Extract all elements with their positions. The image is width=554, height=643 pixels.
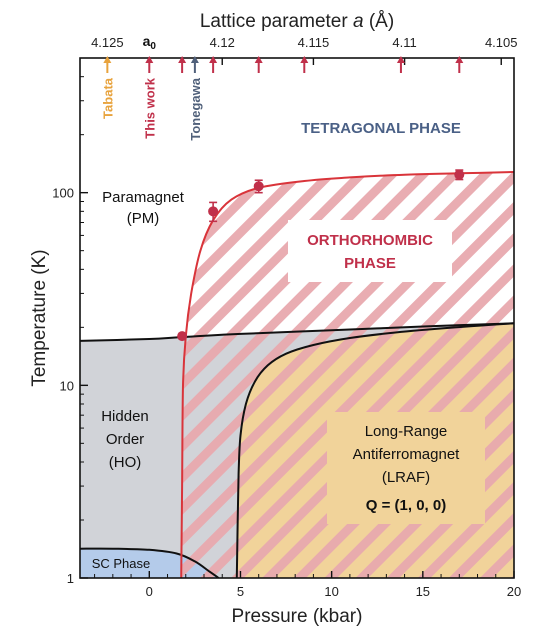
hidden-order-label-2: Order xyxy=(106,431,144,448)
data-point xyxy=(177,331,188,342)
x-tick-label: 10 xyxy=(324,584,338,599)
top-tick-label: 4.105 xyxy=(485,35,518,50)
arrow-label: This work xyxy=(142,77,157,138)
lraf-label-4: Q = (1, 0, 0) xyxy=(366,497,446,514)
top-tick-label: 4.11 xyxy=(392,35,416,50)
hidden-order-label-3: (HO) xyxy=(109,454,142,471)
orthorhombic-label-1: ORTHORHOMBIC xyxy=(307,232,433,249)
x-tick-label: 0 xyxy=(146,584,153,599)
y-tick-label: 10 xyxy=(60,378,74,393)
marker-arrow-head xyxy=(300,56,309,63)
marker-arrow-head xyxy=(254,56,263,63)
data-point xyxy=(208,206,219,217)
sc-phase-label: SC Phase xyxy=(92,556,151,571)
x-tick-label: 5 xyxy=(237,584,244,599)
orthorhombic-label-box xyxy=(288,220,452,282)
phase-boundaries xyxy=(80,169,514,578)
marker-arrow-head xyxy=(209,56,218,63)
lraf-label-2: Antiferromagnet xyxy=(353,446,461,463)
paramagnet-label-2: (PM) xyxy=(127,210,160,227)
orthorhombic-boundary-line xyxy=(180,171,514,578)
top-axis-ticks: 4.125 4.12 4.115 4.11 4.105 xyxy=(91,35,518,65)
sc-boundary-line xyxy=(80,547,220,578)
x-axis-ticks: 0 5 10 15 20 xyxy=(94,571,521,599)
y-axis-label: Temperature (K) xyxy=(29,249,50,386)
y-tick-label: 100 xyxy=(52,186,74,201)
data-point xyxy=(253,181,264,192)
top-tick-label: 4.125 xyxy=(91,35,124,50)
marker-arrow-head xyxy=(455,56,464,63)
lattice-marker-arrows xyxy=(103,56,464,73)
arrow-label: Tonegawa xyxy=(188,77,203,140)
tetragonal-label: TETRAGONAL PHASE xyxy=(301,120,461,137)
lraf-label-3: (LRAF) xyxy=(382,469,430,486)
x-tick-label: 20 xyxy=(507,584,521,599)
plot-frame xyxy=(79,57,515,579)
y-axis-ticks: 1 10 100 xyxy=(52,57,88,586)
marker-arrow-head xyxy=(396,56,405,63)
orthorhombic-label-2: PHASE xyxy=(344,255,396,272)
marker-arrow-head xyxy=(190,56,199,63)
hidden-order-boundary-line xyxy=(80,322,514,342)
top-axis-title: Lattice parameter a (Å) xyxy=(200,11,394,32)
top-tick-label: 4.115 xyxy=(298,35,330,50)
lraf-label-1: Long-Range xyxy=(365,423,448,440)
x-tick-label: 15 xyxy=(416,584,430,599)
arrow-labels: Tabata This work Tonegawa xyxy=(100,77,203,140)
paramagnet-label-1: Paramagnet xyxy=(102,189,185,206)
marker-arrow-head xyxy=(103,56,112,63)
data-point xyxy=(454,169,465,180)
x-axis-label: Pressure (kbar) xyxy=(232,606,363,627)
hidden-order-label-1: Hidden xyxy=(101,408,149,425)
marker-arrow-head xyxy=(145,56,154,63)
a0-label: a0 xyxy=(143,33,157,52)
lraf-boundary-line xyxy=(235,322,514,578)
y-tick-label: 1 xyxy=(67,571,74,586)
top-tick-label: 4.12 xyxy=(210,35,235,50)
lraf-label-box xyxy=(327,412,485,524)
marker-arrow-head xyxy=(178,56,187,63)
arrow-label: Tabata xyxy=(100,77,115,119)
measured-points xyxy=(177,169,465,342)
